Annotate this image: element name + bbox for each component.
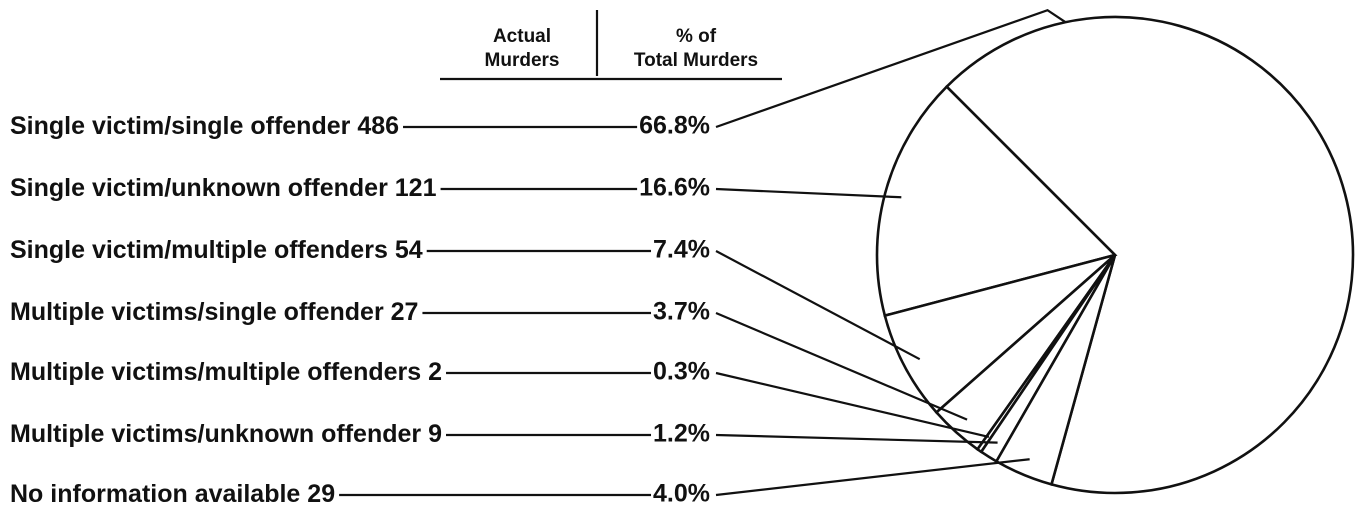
slice-label: Single victim/multiple offenders 54 — [10, 236, 423, 264]
slice-label: Multiple victims/multiple offenders 2 — [10, 358, 442, 386]
category-label: Single victim/single offender — [10, 112, 351, 140]
percent-label: 1.2% — [653, 420, 710, 448]
leader-line — [715, 458, 1030, 497]
slice-label: No information available 29 — [10, 480, 335, 508]
percent-label: 66.8% — [639, 112, 710, 140]
leader-line — [715, 433, 998, 444]
slice-label: Multiple victims/single offender 27 — [10, 298, 418, 326]
percent-label: 3.7% — [653, 298, 710, 326]
pie-slice — [883, 253, 1116, 415]
percent-label: 4.0% — [653, 480, 710, 508]
slice-label: Single victim/unknown offender 121 — [10, 174, 437, 202]
category-label: Multiple victims/single offender — [10, 298, 384, 326]
leader-line — [715, 250, 921, 361]
pie-slice — [944, 15, 1355, 495]
count-label: 121 — [395, 174, 437, 202]
column-header: Total Murders — [634, 50, 758, 71]
slice-label: Multiple victims/unknown offender 9 — [10, 420, 442, 448]
pie-slice — [994, 254, 1117, 486]
column-header: Actual — [493, 26, 551, 47]
column-header: Murders — [485, 50, 560, 71]
leader-line — [715, 187, 902, 199]
percent-label: 0.3% — [653, 358, 710, 386]
percent-label: 16.6% — [639, 174, 710, 202]
count-label: 2 — [428, 358, 442, 386]
category-label: Single victim/unknown offender — [10, 174, 388, 202]
count-label: 27 — [391, 298, 419, 326]
leader-line — [715, 371, 990, 438]
category-label: Multiple victims/multiple offenders — [10, 358, 421, 386]
slice-label: Single victim/single offender 486 — [10, 112, 399, 140]
pie-slice — [875, 84, 1118, 318]
count-label: 486 — [357, 112, 399, 140]
leader-line — [715, 8, 1067, 129]
leader-line — [715, 311, 968, 421]
percent-label: 7.4% — [653, 236, 710, 264]
count-label: 29 — [307, 480, 335, 508]
count-label: 9 — [428, 420, 442, 448]
category-label: No information available — [10, 480, 300, 508]
column-header: % of — [676, 26, 717, 47]
count-label: 54 — [395, 236, 423, 264]
category-label: Multiple victims/unknown offender — [10, 420, 421, 448]
category-label: Single victim/multiple offenders — [10, 236, 388, 264]
